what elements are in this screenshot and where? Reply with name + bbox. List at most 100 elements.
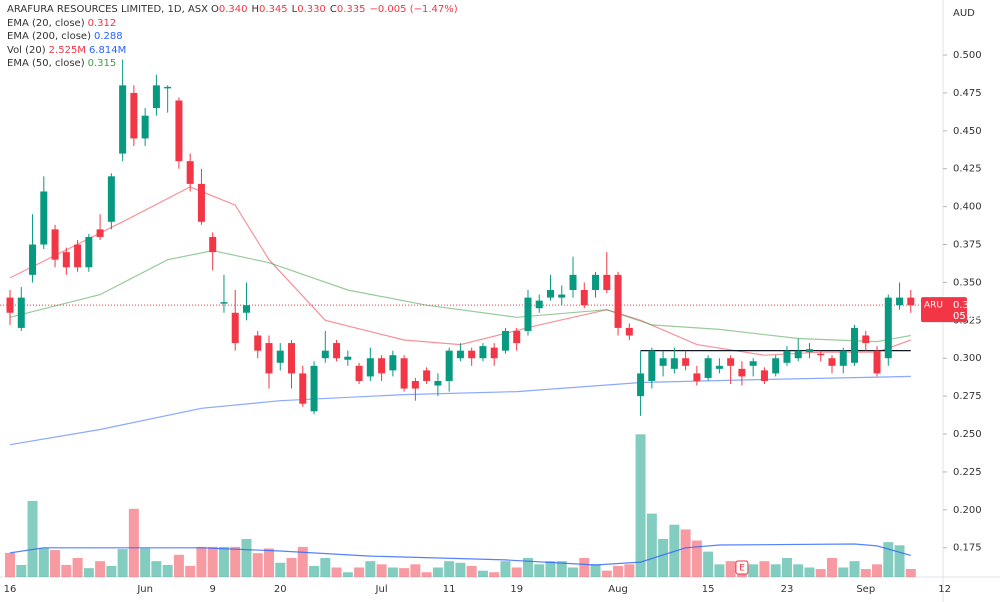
candle-body [299,373,307,404]
volume-bar [185,565,196,577]
candle-body [468,350,476,359]
volume-bar [140,548,151,577]
volume-bar [703,551,714,577]
ohlc-key: H [251,4,260,15]
candle-body [727,358,735,366]
volume-bar [545,561,556,577]
candle-body [310,365,318,412]
volume-bar [613,565,624,577]
candle-body [141,115,149,139]
ohlc-value: 0.335 [336,4,366,15]
candle-body [107,176,115,222]
y-tick-label: 0.225 [953,467,982,478]
volume-bar [27,500,38,577]
ohlc-value: 0.340 [218,4,248,15]
legend-value: 0.315 [87,58,117,69]
volume-bar [568,567,579,577]
y-tick-label: 0.375 [953,240,982,251]
ohlc-value: 0.330 [297,4,326,15]
volume-bar [534,564,545,577]
volume-bar [500,561,511,577]
volume-bar [218,546,229,577]
candle-body [445,350,453,381]
event-label: E [739,564,745,574]
volume-bar [61,564,72,577]
volume-bar [804,567,815,577]
volume-bar [781,557,792,577]
candle-body [254,335,262,351]
volume-bar [106,565,117,577]
candle-body [659,358,667,366]
candle-body [62,252,70,268]
candle-body [175,100,183,162]
volume-bar [714,564,725,577]
legend-value: 6.814M [88,44,127,56]
candle-body [17,297,25,328]
ohlc: O0.340 H0.345 L0.330 C0.335 −0.005 (−1.47%) [211,4,462,15]
candle-body [96,229,104,237]
volume-bar [16,564,27,577]
x-tick-label: 12 [938,584,951,595]
volume-bar [725,561,736,577]
y-tick-label: 0.275 [953,391,982,402]
x-tick-label: 16 [4,584,17,595]
candle-body [355,365,363,381]
candle-body [614,274,622,328]
volume-bar [342,572,353,577]
x-tick-label: 15 [702,584,715,595]
candle-body [862,335,870,344]
candle-body [828,358,836,366]
volume-bar [432,567,443,577]
volume-bar [297,546,308,577]
candle-body [580,290,588,306]
ohlc-key: O [210,4,219,15]
x-tick-label: Jun [136,584,153,595]
title: ARAFURA RESOURCES LIMITED, 1D, ASX [7,4,208,15]
x-tick-label: 9 [210,584,216,595]
volume-bar [387,567,398,577]
volume-bar [748,564,759,577]
candle-body [637,373,645,397]
volume-bar [275,562,286,577]
title-row: ARAFURA RESOURCES LIMITED, 1D, ASX O0.340… [7,3,465,17]
x-tick-label: Jul [375,584,388,595]
y-tick-label: 0.200 [953,505,982,516]
volume-bar [815,569,826,577]
volume-bar [466,565,477,577]
price-tag-symbol: ARU [924,301,943,311]
volume-bar [151,561,162,577]
candle-body [535,300,543,309]
x-tick-label: Sep [856,584,875,595]
volume-bar [477,570,488,577]
volume-bar [601,570,612,577]
volume-bar [770,564,781,577]
candle-body [164,86,172,89]
candle-body [400,358,408,389]
volume-bar [905,568,916,577]
y-tick-label: 0.425 [953,164,982,175]
volume-bar [680,529,691,577]
candle-body [760,370,768,381]
volume-bar [444,561,455,577]
legend-row: EMA (50, close) 0.315 [7,57,465,71]
legend-name: Vol (20) [7,44,46,56]
volume-bar [399,568,410,577]
x-tick-label: 20 [274,584,287,595]
candle-body [220,302,228,304]
volume-bar [320,557,331,577]
volume-bar [83,568,94,577]
volume-bar [579,557,590,577]
volume-bar [196,546,207,577]
legend-row: EMA (20, close) 0.312 [7,17,465,31]
candle-body [704,358,712,378]
volume-bar [95,561,106,577]
y-tick-label: 0.300 [953,353,982,364]
candle-body [558,294,566,298]
candle-body [501,330,509,351]
volume-bar [241,538,252,577]
volume-bar [838,567,849,577]
candle-body [456,350,464,359]
candle-body [896,297,904,306]
